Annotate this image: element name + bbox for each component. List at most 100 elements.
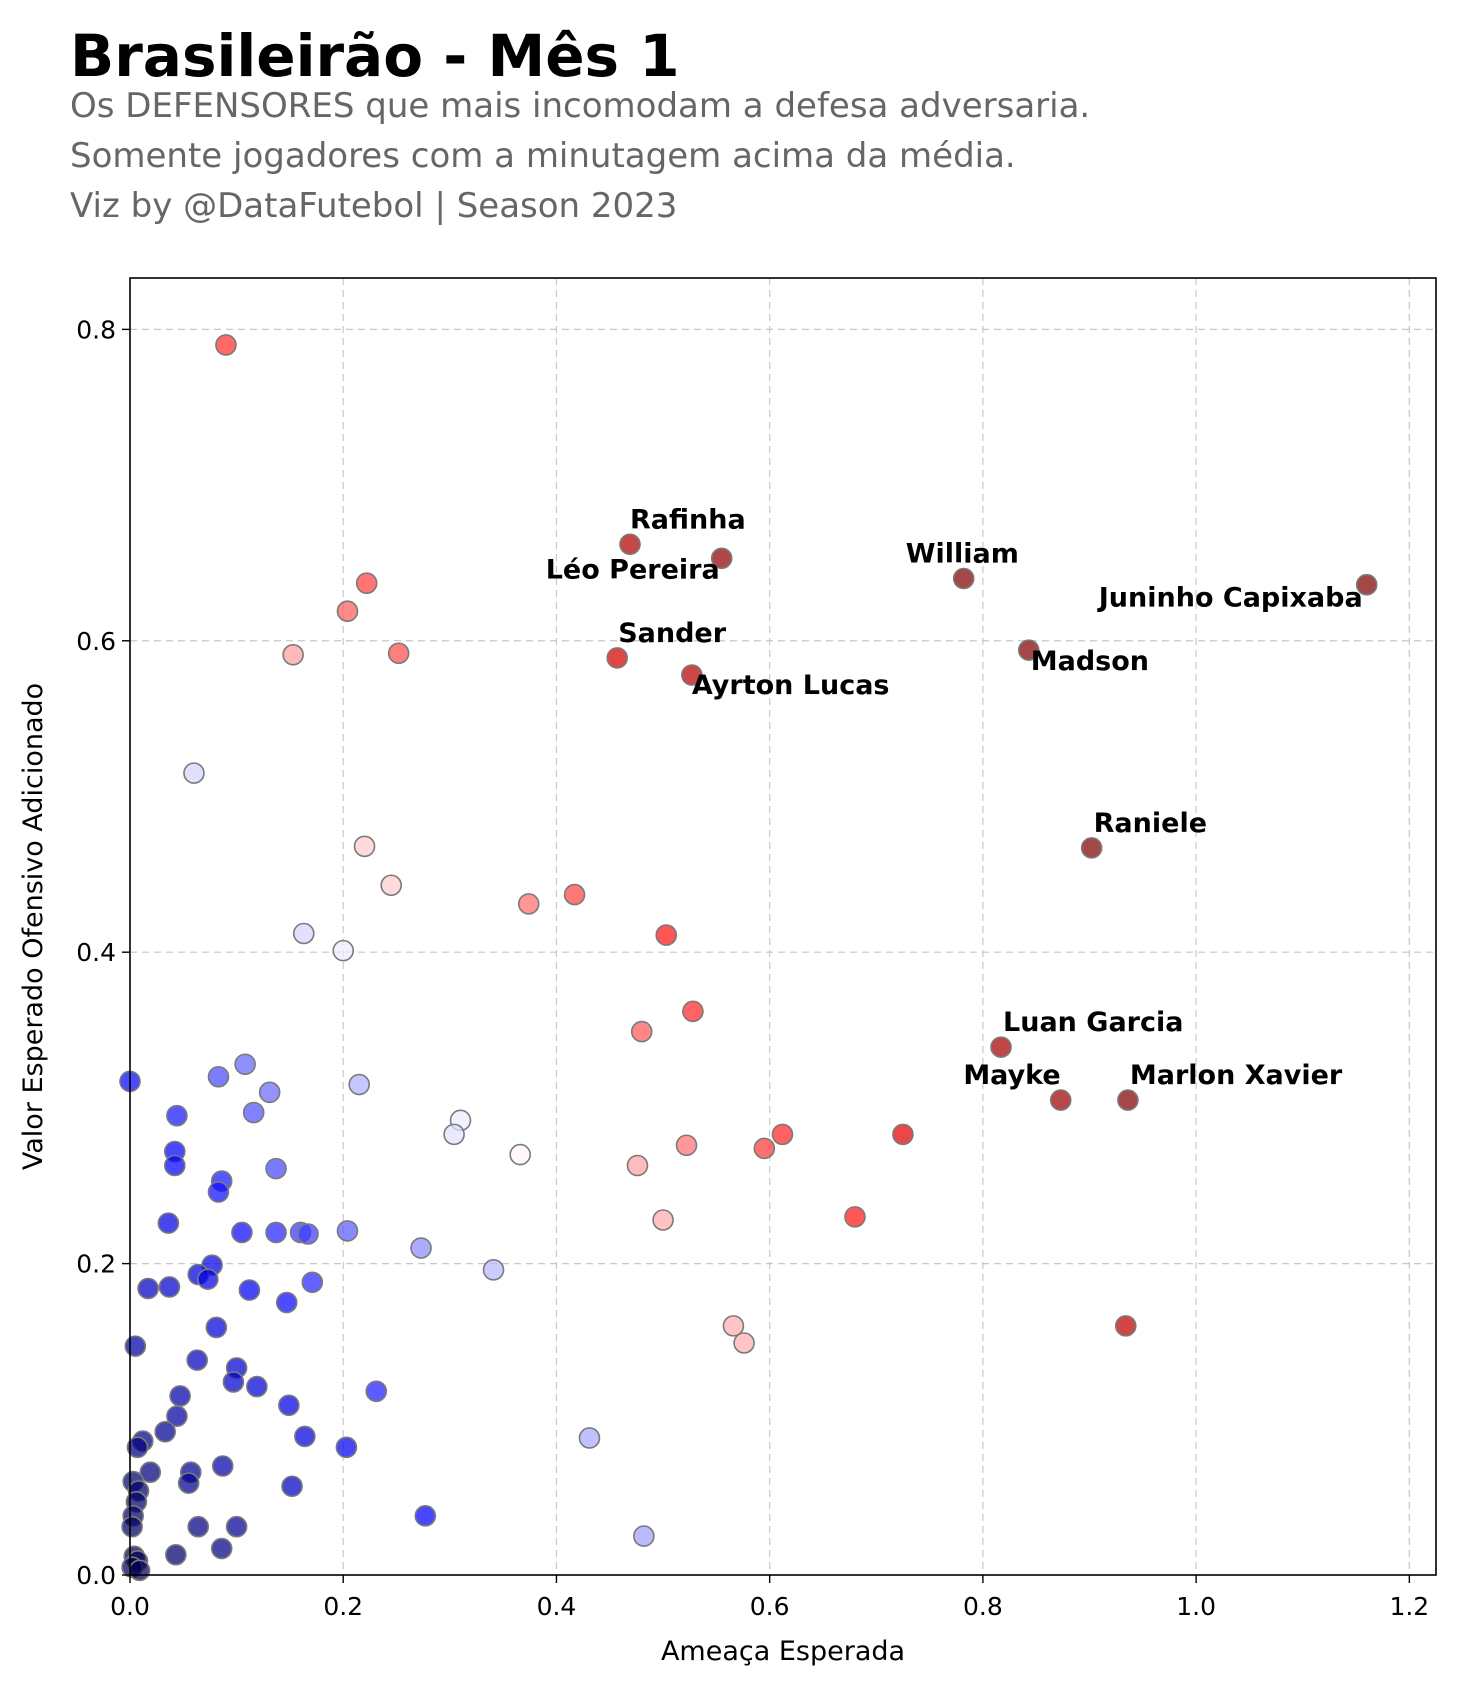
scatter-point	[722, 1315, 745, 1337]
grid-lines	[130, 278, 1436, 1575]
chart-subtitle-1: Os DEFENSORES que mais incomodam a defes…	[70, 86, 1091, 126]
scatter-point	[443, 1123, 465, 1146]
scatter-point	[166, 1405, 188, 1427]
scatter-point	[231, 1221, 253, 1244]
y-tick-label: 0.4	[76, 938, 116, 967]
x-tick-label: 0.8	[963, 1592, 1003, 1621]
scatter-point	[353, 835, 376, 858]
scatter-point	[387, 642, 410, 665]
scatter-point	[578, 1427, 601, 1449]
chart-title: Brasileirão - Mês 1	[70, 22, 680, 90]
scatter-point	[197, 1268, 219, 1290]
scatter-point	[157, 1212, 180, 1234]
scatter-point	[292, 922, 315, 945]
y-tick-label: 0.6	[76, 627, 116, 656]
scatter-point	[265, 1157, 287, 1180]
highlighted-player-point	[606, 647, 629, 669]
player-label: Mayke	[963, 1060, 1060, 1091]
scatter-point	[169, 1385, 191, 1407]
scatter-point	[892, 1123, 914, 1146]
scatter-point	[563, 883, 586, 906]
scatter-point	[336, 1220, 359, 1242]
scatter-point	[633, 1525, 655, 1547]
chart-credit: Viz by @DataFutebol | Season 2023	[70, 186, 678, 226]
scatter-point	[207, 1181, 230, 1203]
scatter-point	[139, 1461, 162, 1484]
scatter-point	[844, 1206, 866, 1228]
player-label: Marlon Xavier	[1130, 1060, 1343, 1091]
scatter-point	[238, 1279, 261, 1301]
scatter-point	[682, 1000, 704, 1023]
highlighted-player-point	[990, 1036, 1012, 1058]
scatter-point	[626, 1154, 649, 1177]
highlighted-player-point	[952, 567, 975, 590]
scatter-point	[210, 1537, 233, 1560]
player-label: Luan Garcia	[1003, 1007, 1183, 1038]
scatter-point	[124, 1335, 147, 1357]
scatter-point	[137, 1277, 159, 1300]
scatter-point	[348, 1073, 371, 1096]
scatter-point	[380, 874, 403, 897]
player-label: Sander	[618, 618, 727, 649]
y-tick-label: 0.8	[76, 315, 116, 344]
highlighted-player-point	[710, 547, 733, 570]
scatter-point	[154, 1420, 176, 1443]
scatter-point	[177, 1472, 200, 1494]
scatter-point	[234, 1053, 256, 1076]
point-labels: Juninho Capixaba William Rafinha Léo Pereir…	[546, 504, 1363, 1091]
scatter-point	[294, 1425, 316, 1448]
scatter-point	[282, 643, 304, 666]
scatter-point	[128, 1559, 151, 1582]
y-axis-label: Valor Esperado Ofensivo Adicionado	[18, 683, 49, 1170]
scatter-point	[652, 1209, 674, 1231]
scatter-point	[753, 1137, 776, 1160]
scatter-point	[355, 572, 378, 594]
scatter-point	[509, 1143, 532, 1166]
player-label: Madson	[1031, 646, 1149, 677]
player-label: William	[906, 539, 1019, 570]
y-tick-label: 0.0	[76, 1561, 116, 1590]
scatter-point	[163, 1154, 186, 1177]
scatter-point	[365, 1380, 388, 1403]
x-tick-label: 1.2	[1389, 1592, 1429, 1621]
scatter-point	[733, 1332, 755, 1354]
player-label: Juninho Capixaba	[1097, 583, 1363, 614]
scatter-point	[1114, 1315, 1137, 1337]
highlighted-player-point	[1080, 837, 1103, 859]
scatter-point	[207, 1065, 230, 1088]
scatter-point	[630, 1020, 653, 1043]
player-label: Raniele	[1094, 808, 1207, 839]
scatter-point	[482, 1259, 505, 1281]
scatter-point	[414, 1505, 437, 1527]
highlighted-player-point	[1355, 573, 1378, 596]
scatter-point	[297, 1223, 319, 1245]
scatter-point	[165, 1543, 187, 1566]
highlighted-player-point	[1117, 1089, 1139, 1111]
scatter-point	[771, 1123, 794, 1146]
scatter-point	[332, 939, 355, 962]
scatter-point	[158, 1276, 181, 1298]
scatter-point	[301, 1271, 324, 1294]
scatter-point	[265, 1221, 287, 1244]
highlighted-player-point	[681, 664, 703, 686]
scatter-point	[126, 1436, 149, 1459]
scatter-point	[336, 600, 359, 623]
player-label: Rafinha	[630, 504, 746, 535]
scatter-point	[335, 1436, 358, 1459]
x-tick-label: 0.2	[323, 1592, 363, 1621]
scatter-point	[186, 1349, 208, 1371]
scatter-point	[205, 1316, 228, 1339]
axis-ticks: 0.0 0.2 0.4 0.6 0.8 1.0 1.2 0.0 0.2 0.4 0.6 0.8	[76, 315, 1429, 1621]
highlighted-player-point	[1049, 1089, 1072, 1111]
scatter-point	[246, 1375, 268, 1398]
highlighted-player-point	[619, 533, 641, 556]
scatter-point	[655, 924, 678, 946]
player-label: Ayrton Lucas	[692, 670, 890, 701]
x-tick-label: 0.0	[110, 1592, 150, 1621]
scatter-point	[410, 1237, 432, 1259]
scatter-point	[187, 1515, 210, 1538]
data-points	[119, 334, 1378, 1582]
scatter-point	[242, 1101, 265, 1124]
chart-subtitle-2: Somente jogadores com a minutagem acima …	[70, 136, 1016, 176]
x-tick-label: 0.6	[750, 1592, 790, 1621]
